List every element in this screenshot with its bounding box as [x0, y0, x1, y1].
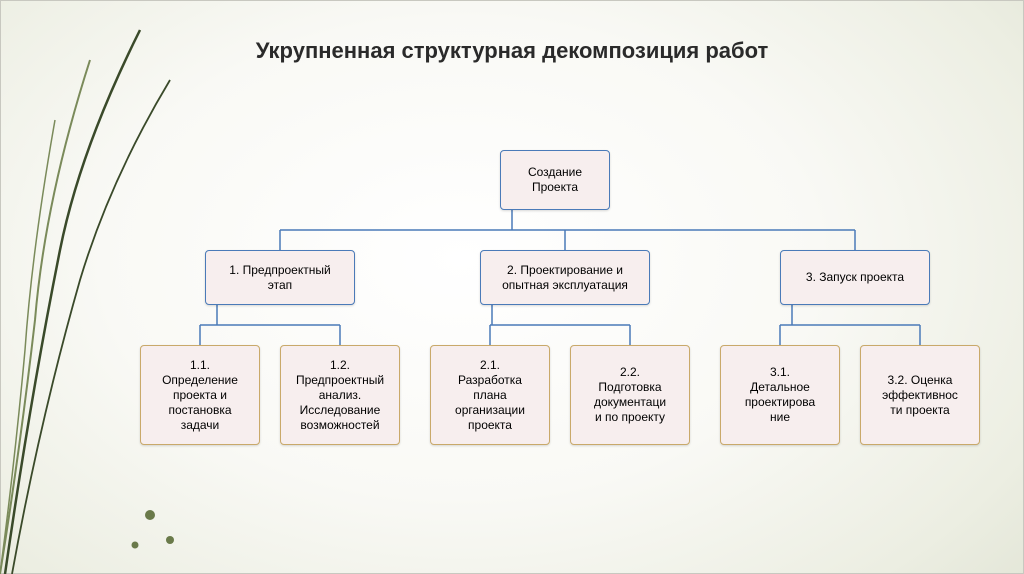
node-n22: 2.2. Подготовка документаци и по проекту [570, 345, 690, 445]
node-n12: 1.2. Предпроектный анализ. Исследование … [280, 345, 400, 445]
node-label: 1.1. Определение проекта и постановка за… [162, 358, 238, 433]
node-label: 3.1. Детальное проектирова ние [745, 365, 815, 425]
node-label: 1. Предпроектный этап [229, 263, 330, 293]
org-chart: Создание Проекта 1. Предпроектный этап 2. … [120, 150, 1000, 550]
node-n32: 3.2. Оценка эффективнос ти проекта [860, 345, 980, 445]
node-label: 2.1. Разработка плана организации проект… [455, 358, 525, 433]
node-label: 2. Проектирование и опытная эксплуатация [502, 263, 628, 293]
node-label: 1.2. Предпроектный анализ. Исследование … [296, 358, 384, 433]
node-n1: 1. Предпроектный этап [205, 250, 355, 305]
page-title: Укрупненная структурная декомпозиция раб… [0, 38, 1024, 64]
node-n21: 2.1. Разработка плана организации проект… [430, 345, 550, 445]
node-n3: 3. Запуск проекта [780, 250, 930, 305]
node-label: Создание Проекта [528, 165, 582, 195]
node-n31: 3.1. Детальное проектирова ние [720, 345, 840, 445]
node-n11: 1.1. Определение проекта и постановка за… [140, 345, 260, 445]
node-n2: 2. Проектирование и опытная эксплуатация [480, 250, 650, 305]
node-label: 2.2. Подготовка документаци и по проекту [594, 365, 666, 425]
node-root: Создание Проекта [500, 150, 610, 210]
node-label: 3. Запуск проекта [806, 270, 904, 285]
node-label: 3.2. Оценка эффективнос ти проекта [882, 373, 958, 418]
